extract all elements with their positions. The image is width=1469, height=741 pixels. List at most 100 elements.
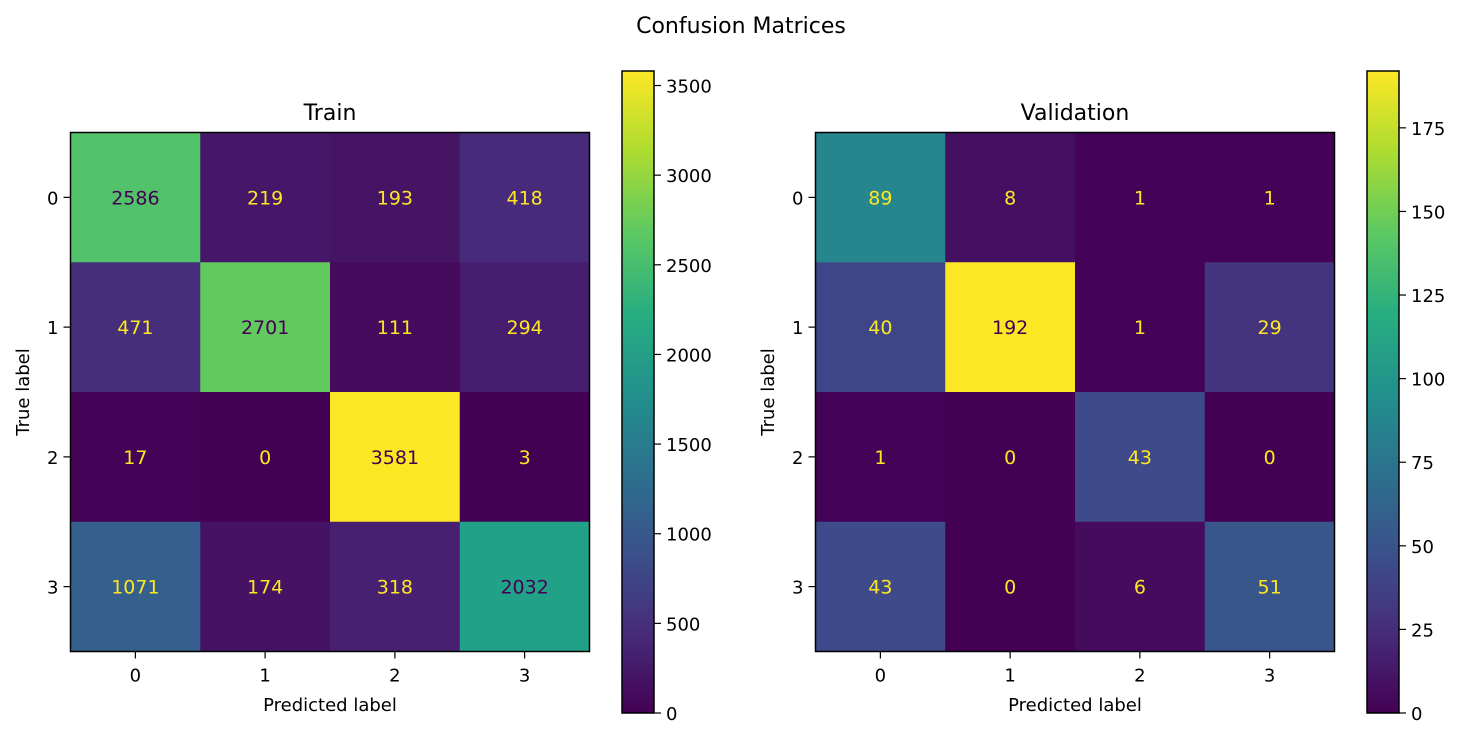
- heatmap-cell: [945, 521, 1076, 652]
- heatmap-cell: [815, 521, 946, 652]
- heatmap-cell: [1075, 132, 1206, 263]
- colorbar-tick-label: 1000: [666, 525, 712, 546]
- cell-value-label: 192: [992, 317, 1028, 339]
- colorbar-tick-label: 25: [1411, 620, 1434, 641]
- colorbar-tick-label: 0: [1411, 704, 1422, 725]
- cell-value-label: 0: [1264, 447, 1276, 469]
- heatmap-cell: [330, 392, 461, 523]
- y-tick-label: 3: [792, 578, 803, 599]
- x-tick-label: 2: [1134, 666, 1145, 687]
- validation-xlabel: Predicted label: [1008, 695, 1142, 716]
- heatmap-cell: [815, 262, 946, 393]
- cell-value-label: 2032: [500, 577, 548, 599]
- heatmap-cell: [1204, 392, 1335, 523]
- train-xlabel: Predicted label: [263, 695, 397, 716]
- cell-value-label: 29: [1258, 317, 1282, 339]
- heatmap-cell: [330, 132, 461, 263]
- cell-value-label: 43: [1128, 447, 1152, 469]
- cell-value-label: 193: [377, 187, 413, 209]
- colorbar-tick-label: 0: [666, 704, 677, 725]
- x-tick-label: 1: [259, 666, 270, 687]
- y-tick-label: 2: [792, 448, 803, 469]
- cell-value-label: 3581: [371, 447, 419, 469]
- cell-value-label: 17: [123, 447, 147, 469]
- colorbar-tick-label: 3500: [666, 77, 712, 98]
- cell-value-label: 89: [868, 187, 892, 209]
- train-cell-labels: 2586 219 193 418 471 2701 111 294 17 0 3581 3 1071 17…: [111, 187, 549, 598]
- colorbar-tick-label: 2500: [666, 256, 712, 277]
- x-tick-label: 3: [1264, 666, 1275, 687]
- colorbar-tick-label: 3000: [666, 166, 712, 187]
- cell-value-label: 318: [377, 577, 413, 599]
- validation-heatmap-cells: [815, 132, 1335, 652]
- cell-value-label: 1: [874, 447, 886, 469]
- y-tick-label: 0: [47, 188, 58, 209]
- x-tick-label: 3: [519, 666, 530, 687]
- heatmap-cell: [330, 521, 461, 652]
- cell-value-label: 0: [1004, 447, 1016, 469]
- x-tick-label: 2: [389, 666, 400, 687]
- heatmap-cell: [200, 392, 331, 523]
- cell-value-label: 1: [1134, 317, 1146, 339]
- cell-value-label: 0: [259, 447, 271, 469]
- heatmap-cell: [200, 132, 331, 263]
- x-tick-label: 0: [875, 666, 886, 687]
- validation-title: Validation: [1021, 101, 1130, 126]
- cell-value-label: 1: [1264, 187, 1276, 209]
- heatmap-cell: [1204, 132, 1335, 263]
- heatmap-cell: [945, 392, 1076, 523]
- colorbar-tick-label: 125: [1411, 286, 1445, 307]
- cell-value-label: 51: [1258, 577, 1282, 599]
- cell-value-label: 43: [868, 577, 892, 599]
- heatmap-cell: [459, 262, 590, 393]
- colorbar-tick-label: 100: [1411, 370, 1445, 391]
- heatmap-cell: [1204, 521, 1335, 652]
- colorbar-tick-label: 50: [1411, 537, 1434, 558]
- heatmap-cell: [945, 262, 1076, 393]
- heatmap-cell: [1075, 262, 1206, 393]
- y-tick-label: 0: [792, 188, 803, 209]
- cell-value-label: 111: [377, 317, 413, 339]
- cell-value-label: 174: [247, 577, 283, 599]
- y-tick-label: 1: [792, 318, 803, 339]
- heatmap-cell: [459, 132, 590, 263]
- train-colorbar: 0 500 1000 1500 2000 2500 3000 3500: [621, 70, 712, 725]
- figure-title: Confusion Matrices: [636, 14, 846, 39]
- heatmap-cell: [815, 392, 946, 523]
- validation-colorbar-frame: [1366, 70, 1400, 714]
- heatmap-cell: [70, 521, 201, 652]
- y-tick-label: 1: [47, 318, 58, 339]
- colorbar-tick-label: 2000: [666, 345, 712, 366]
- validation-x-ticks: 0 1 2 3: [875, 651, 1275, 687]
- cell-value-label: 8: [1004, 187, 1016, 209]
- colorbar-tick-label: 1500: [666, 435, 712, 456]
- heatmap-cell: [200, 262, 331, 393]
- cell-value-label: 1: [1134, 187, 1146, 209]
- cell-value-label: 0: [1004, 577, 1016, 599]
- cell-value-label: 418: [506, 187, 542, 209]
- heatmap-cell: [70, 262, 201, 393]
- validation-cell-labels: 89 8 1 1 40 192 1 29 1 0 43 0 43 0 6 51: [868, 187, 1281, 598]
- cell-value-label: 1071: [111, 577, 159, 599]
- heatmap-cell: [945, 132, 1076, 263]
- train-axes-frame: [69, 131, 591, 653]
- cell-value-label: 2586: [111, 187, 159, 209]
- heatmap-cell: [200, 521, 331, 652]
- validation-panel: Validation 89 8 1 1 40 192 1 29 1 0 43 0 43 0 6 51 0 1 2 3…: [758, 101, 1336, 716]
- heatmap-cell: [1075, 392, 1206, 523]
- x-tick-label: 0: [130, 666, 141, 687]
- cell-value-label: 3: [519, 447, 531, 469]
- validation-colorbar-ticks: 0 25 50 75 100 125 150 175: [1399, 119, 1445, 725]
- heatmap-cell: [1075, 521, 1206, 652]
- heatmap-cell: [70, 132, 201, 263]
- cell-value-label: 2701: [241, 317, 289, 339]
- train-colorbar-ticks: 0 500 1000 1500 2000 2500 3000 3500: [654, 77, 712, 725]
- train-title: Train: [303, 101, 357, 126]
- train-colorbar-frame: [621, 70, 655, 714]
- validation-colorbar-gradient: [1367, 71, 1399, 713]
- heatmap-cell: [330, 262, 461, 393]
- cell-value-label: 471: [117, 317, 153, 339]
- colorbar-tick-label: 150: [1411, 202, 1445, 223]
- validation-ylabel: True label: [758, 348, 779, 437]
- cell-value-label: 219: [247, 187, 283, 209]
